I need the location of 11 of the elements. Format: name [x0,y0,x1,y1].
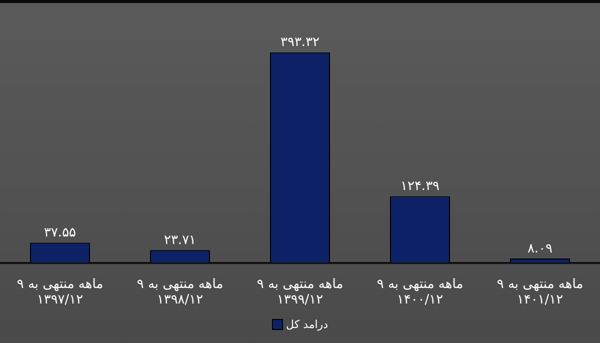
x-tick-label: ۹ ماهه منتهی به ۱۴۰۰/۱۲ [376,276,464,308]
data-label: ۲۳.۷۱ [164,232,196,248]
x-tick-label: ۹ ماهه منتهی به ۱۳۹۹/۱۲ [256,276,344,308]
x-tick-label: ۹ ماهه منتهی به ۱۳۹۸/۱۲ [136,276,224,308]
data-label: ۳۷.۵۵ [44,226,76,241]
data-label: ۱۲۴.۳۹ [400,179,440,194]
data-label: ۳۹۳.۳۲ [280,35,320,50]
data-label: ۸.۰۹ [527,241,553,256]
text: درامد کل [286,318,328,331]
x-tick-label: ۹ ماهه منتهی به ۱۳۹۷/۱۲ [16,276,104,308]
x-tick-label: ۹ ماهه منتهی به ۱۴۰۱/۱۲ [496,276,584,308]
